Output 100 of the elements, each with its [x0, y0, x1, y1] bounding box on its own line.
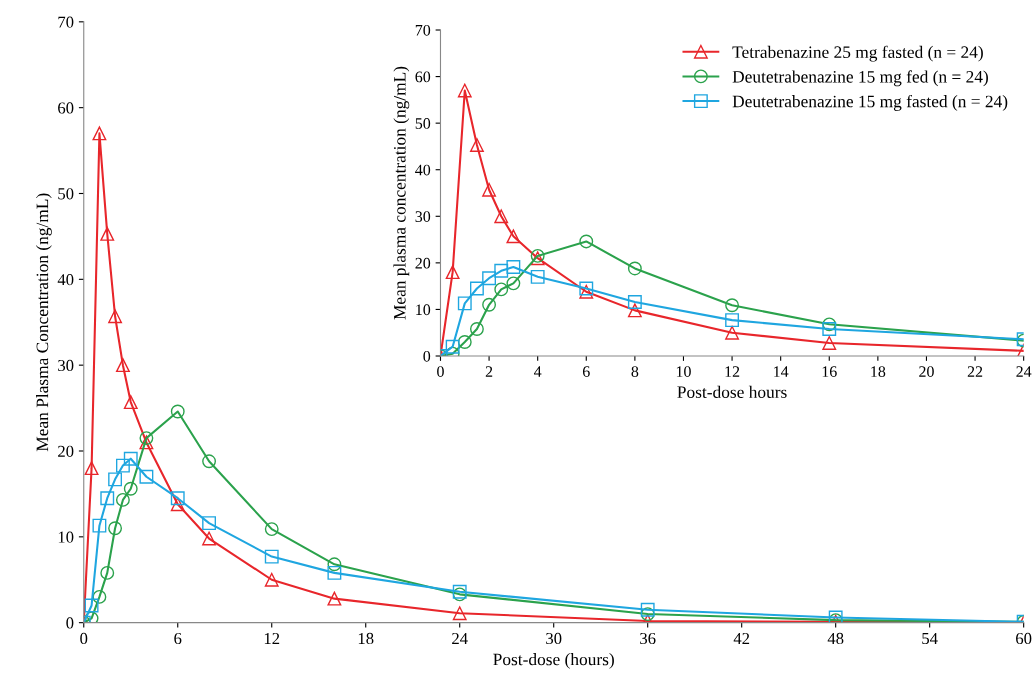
- point: [457, 335, 472, 349]
- x-tick-label: 6: [582, 366, 590, 377]
- point: [100, 491, 115, 506]
- point: [327, 591, 342, 606]
- x-tick-label: 16: [822, 366, 837, 377]
- point: [469, 281, 484, 296]
- point: [494, 282, 509, 297]
- point: [725, 313, 740, 328]
- point: [579, 234, 594, 249]
- point: [530, 269, 545, 284]
- x-tick-label: 30: [546, 632, 562, 645]
- y-tick-label: 40: [57, 274, 74, 286]
- point: [108, 309, 123, 324]
- x-tick-label: 18: [871, 366, 886, 377]
- y-tick-label: 20: [415, 257, 431, 269]
- point: [92, 518, 107, 533]
- point: [725, 325, 740, 340]
- point: [108, 521, 123, 536]
- x-tick-label: 60: [1016, 632, 1032, 645]
- point: [494, 263, 509, 278]
- y-axis-title: Mean plasma concentration (ng/mL): [393, 66, 410, 320]
- point: [139, 469, 154, 484]
- point: [640, 602, 655, 617]
- point: [170, 404, 185, 419]
- point: [123, 451, 138, 466]
- point: [725, 298, 740, 313]
- point: [482, 182, 497, 197]
- y-tick-label: 20: [58, 445, 74, 457]
- point: [202, 531, 217, 546]
- x-tick-label: 12: [725, 366, 740, 377]
- x-tick-label: 2: [485, 366, 493, 377]
- point: [170, 491, 185, 506]
- x-tick-label: 0: [80, 632, 88, 645]
- point: [452, 606, 467, 621]
- x-tick-label: 20: [919, 366, 934, 377]
- x-tick-label: 12: [264, 632, 280, 644]
- point: [506, 260, 521, 274]
- point: [84, 461, 99, 476]
- x-tick-label: 36: [640, 632, 656, 645]
- point: [139, 435, 154, 450]
- point: [327, 557, 342, 572]
- y-tick-label: 10: [58, 531, 74, 543]
- x-tick-label: 24: [452, 632, 468, 644]
- x-tick-label: 24: [1016, 366, 1032, 377]
- point: [202, 516, 217, 531]
- point: [139, 431, 154, 446]
- point: [202, 454, 217, 469]
- y-axis-title: Mean Plasma Concentration (ng/mL): [36, 193, 52, 452]
- x-tick-label: 4: [534, 366, 542, 377]
- point: [264, 549, 279, 564]
- x-tick-label: 0: [437, 366, 444, 377]
- point: [92, 589, 107, 604]
- point: [822, 336, 837, 350]
- point: [100, 226, 115, 241]
- point: [822, 317, 837, 332]
- y-tick-label: 30: [415, 211, 431, 222]
- y-tick-label: 0: [423, 350, 431, 362]
- point: [627, 303, 642, 318]
- x-axis-title: Post-dose (hours): [493, 653, 614, 669]
- point: [327, 565, 342, 580]
- point: [482, 271, 497, 286]
- legend-label: Tetrabenazine 25 mg fasted (n = 24): [732, 45, 983, 62]
- x-tick-label: 10: [676, 366, 691, 377]
- x-tick-label: 6: [174, 632, 182, 645]
- y-tick-label: 10: [416, 304, 431, 316]
- point: [84, 598, 99, 613]
- x-tick-label: 48: [827, 632, 844, 645]
- point: [108, 472, 123, 487]
- x-tick-label: 18: [358, 632, 374, 645]
- legend-label: Deutetrabenazine 15 mg fed (n = 24): [732, 70, 988, 87]
- legend-label: Deutetrabenazine 15 mg fasted (n = 24): [732, 94, 1008, 111]
- point: [482, 297, 497, 312]
- point: [100, 565, 115, 580]
- point: [627, 261, 642, 276]
- y-tick-label: 70: [58, 16, 74, 28]
- point: [115, 458, 130, 473]
- point: [445, 265, 460, 280]
- y-tick-label: 60: [415, 71, 431, 83]
- point: [115, 492, 130, 507]
- point: [123, 395, 138, 410]
- point: [469, 322, 484, 336]
- point: [457, 83, 472, 98]
- x-axis-title: Post-dose hours: [677, 385, 787, 398]
- x-tick-label: 8: [631, 366, 639, 377]
- point: [264, 572, 279, 587]
- point: [506, 229, 521, 244]
- y-tick-label: 40: [415, 164, 431, 176]
- point: [494, 209, 509, 224]
- point: [170, 497, 185, 512]
- point: [469, 138, 484, 152]
- y-tick-label: 50: [58, 188, 74, 200]
- point: [123, 481, 138, 496]
- point: [506, 276, 521, 291]
- point: [627, 295, 642, 309]
- y-tick-label: 70: [415, 24, 431, 36]
- point: [92, 126, 107, 141]
- point: [115, 358, 130, 373]
- point: [445, 339, 460, 354]
- y-tick-label: 50: [415, 118, 431, 129]
- point: [822, 322, 837, 336]
